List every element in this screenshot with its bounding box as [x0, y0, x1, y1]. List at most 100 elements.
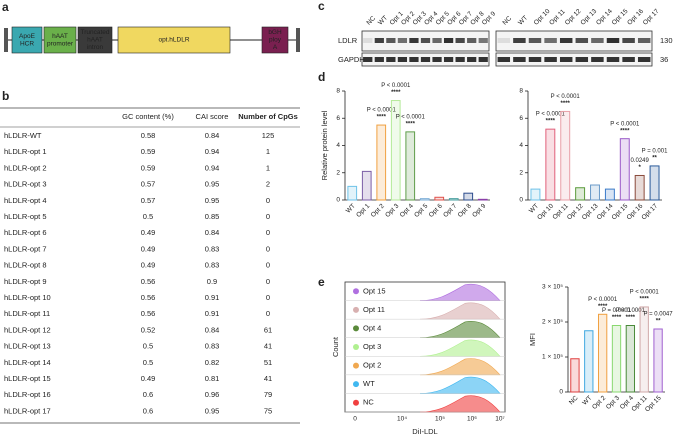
bar	[639, 306, 649, 393]
band	[637, 57, 651, 62]
band	[497, 57, 511, 62]
histogram	[419, 283, 501, 301]
band	[432, 57, 442, 62]
y-axis-label: Count	[331, 336, 340, 357]
construct-label: hAAT	[87, 37, 103, 44]
panel-label: b	[2, 89, 9, 103]
table-cell: 0.83	[205, 261, 220, 270]
construct-label: opt.hLDLR	[158, 37, 189, 44]
y-tick-label: 3 × 10⁵	[542, 284, 563, 291]
p-value: P < 0.0001	[630, 290, 660, 296]
row-name: hLDLR-opt 17	[4, 406, 51, 415]
band	[544, 38, 557, 43]
legend-label: Opt 11	[363, 305, 385, 314]
row-name: hLDLR-opt 4	[4, 196, 47, 205]
itr-left	[4, 28, 8, 52]
row-name: hLDLR-opt 5	[4, 212, 47, 221]
construct-element	[77, 26, 113, 54]
table-cell: 41	[264, 342, 272, 351]
bar	[390, 100, 401, 201]
row-name: hLDLR-opt 15	[4, 374, 51, 383]
significance: ****	[598, 304, 608, 310]
band	[591, 57, 604, 62]
table-cell: 0.5	[143, 342, 153, 351]
construct-element	[117, 26, 231, 54]
bar	[611, 325, 622, 393]
table-cell: 51	[264, 358, 272, 367]
mw-marker: 36	[660, 55, 668, 64]
band	[528, 57, 542, 62]
band	[544, 57, 557, 62]
significance: ****	[626, 315, 636, 321]
y-tick-label: 8	[336, 88, 340, 95]
p-value: P < 0.0001	[536, 112, 566, 118]
histogram	[419, 302, 501, 320]
band	[575, 57, 589, 62]
table-cell: 0.84	[205, 228, 220, 237]
band	[455, 38, 465, 43]
table-cell: 0.84	[205, 325, 220, 334]
y-tick-label: 6	[336, 115, 340, 122]
significance: ****	[612, 315, 622, 321]
significance: ****	[391, 90, 401, 96]
bar	[419, 198, 430, 201]
blot-frame	[495, 30, 653, 52]
band	[513, 38, 526, 43]
y-tick-label: 0	[519, 197, 523, 204]
table-cell: 0.96	[205, 390, 220, 399]
band	[513, 57, 526, 62]
band	[397, 57, 408, 62]
band	[559, 57, 573, 62]
legend-swatch	[353, 381, 359, 388]
construct-label: hAAT	[52, 33, 68, 40]
table-cell: 0.82	[205, 358, 220, 367]
significance: ****	[640, 297, 650, 303]
histogram	[419, 321, 501, 339]
band	[606, 57, 620, 62]
bar	[634, 174, 645, 201]
table-cell: 0.52	[141, 325, 156, 334]
p-value: 0.0249	[630, 158, 649, 164]
p-value: P < 0.0001	[551, 94, 581, 100]
table-cell: 1	[266, 163, 270, 172]
construct-label: ApoE	[19, 33, 36, 40]
table-cell: 0.5	[143, 212, 153, 221]
band	[409, 38, 419, 43]
construct-label: A	[273, 44, 278, 51]
bar	[376, 124, 387, 201]
bar	[361, 170, 372, 201]
bar	[590, 184, 600, 201]
legend-swatch	[353, 344, 359, 350]
construct-label: HCR	[20, 40, 34, 47]
band	[397, 38, 408, 43]
table-cell: 0	[266, 212, 270, 221]
histogram	[419, 395, 501, 413]
band	[409, 57, 419, 62]
panel-label: a	[2, 0, 9, 14]
row-name: hLDLR-opt 1	[4, 147, 47, 156]
table-header: CAI score	[196, 112, 229, 121]
row-name: hLDLR-opt 2	[4, 163, 47, 172]
bar	[434, 196, 445, 201]
band	[497, 38, 511, 43]
mw-marker: 130	[660, 36, 673, 45]
band	[622, 57, 635, 62]
table-cell: 0.6	[143, 390, 153, 399]
band	[528, 38, 542, 43]
table-cell: 0.85	[205, 212, 220, 221]
lane-label: NC	[365, 15, 377, 27]
x-tick-label: 10⁶	[467, 416, 477, 423]
legend-swatch	[353, 288, 359, 295]
table-cell: 0.49	[141, 261, 156, 270]
table-cell: 79	[264, 390, 272, 399]
band	[420, 57, 431, 62]
x-tick-label: NC	[568, 394, 580, 406]
band	[374, 57, 384, 62]
legend-label: Opt 3	[363, 342, 381, 351]
table-cell: 0.94	[205, 147, 220, 156]
row-name: hLDLR-opt 14	[4, 358, 51, 367]
row-name: hLDLR-opt 3	[4, 180, 47, 189]
construct-label: ploy	[269, 37, 282, 44]
table-cell: 0.91	[205, 293, 220, 302]
band	[478, 38, 488, 43]
